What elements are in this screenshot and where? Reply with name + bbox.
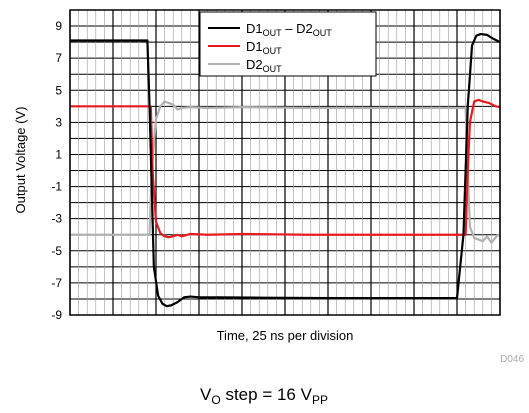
y-tick-label: -9 [51, 308, 62, 322]
x-axis-title: Time, 25 ns per division [217, 328, 354, 343]
legend-label-d1: D1OUT [246, 39, 282, 56]
legend: D1OUT – D2OUT D1OUT D2OUT [199, 11, 377, 77]
series-line-d1-out [70, 98, 500, 239]
legend-d1-main: D1 [246, 39, 263, 54]
legend-difference-d1: D1 [246, 21, 263, 36]
y-tick-label: -5 [51, 244, 62, 258]
y-tick-label: 9 [55, 19, 62, 33]
y-axis-title: Output Voltage (V) [13, 107, 28, 214]
caption-v-sub: O [211, 393, 220, 407]
legend-label-difference: D1OUT – D2OUT [246, 21, 332, 38]
y-tick-labels: 9 7 5 3 1 -1 -3 -5 -7 -9 [51, 19, 62, 322]
caption-v: V [200, 385, 212, 404]
plot-border [69, 9, 501, 316]
legend-d1-sub: OUT [263, 46, 283, 56]
y-tick-label: 3 [55, 115, 62, 129]
legend-d2-sub: OUT [263, 64, 283, 74]
series-line-d2-out [70, 100, 500, 244]
legend-difference-mid: – D2 [282, 21, 313, 36]
legend-label-d2: D2OUT [246, 57, 282, 74]
y-tick-label: -3 [51, 212, 62, 226]
caption-pp-sub: PP [312, 393, 328, 407]
y-tick-label: 5 [55, 83, 62, 97]
y-tick-label: 7 [55, 51, 62, 65]
legend-difference-d2-sub: OUT [313, 28, 333, 38]
series-line-difference [70, 32, 500, 308]
series-lines [70, 32, 500, 308]
y-tick-label: 1 [55, 147, 62, 161]
y-tick-label: -1 [51, 180, 62, 194]
legend-d2-main: D2 [246, 57, 263, 72]
caption: VO step = 16 VPP [200, 385, 328, 407]
y-tick-label: -7 [51, 276, 62, 290]
legend-box [199, 11, 377, 77]
legend-difference-d1-sub: OUT [263, 28, 283, 38]
caption-step-text: step = 16 V [221, 385, 313, 404]
figure-code: D046 [500, 354, 524, 365]
